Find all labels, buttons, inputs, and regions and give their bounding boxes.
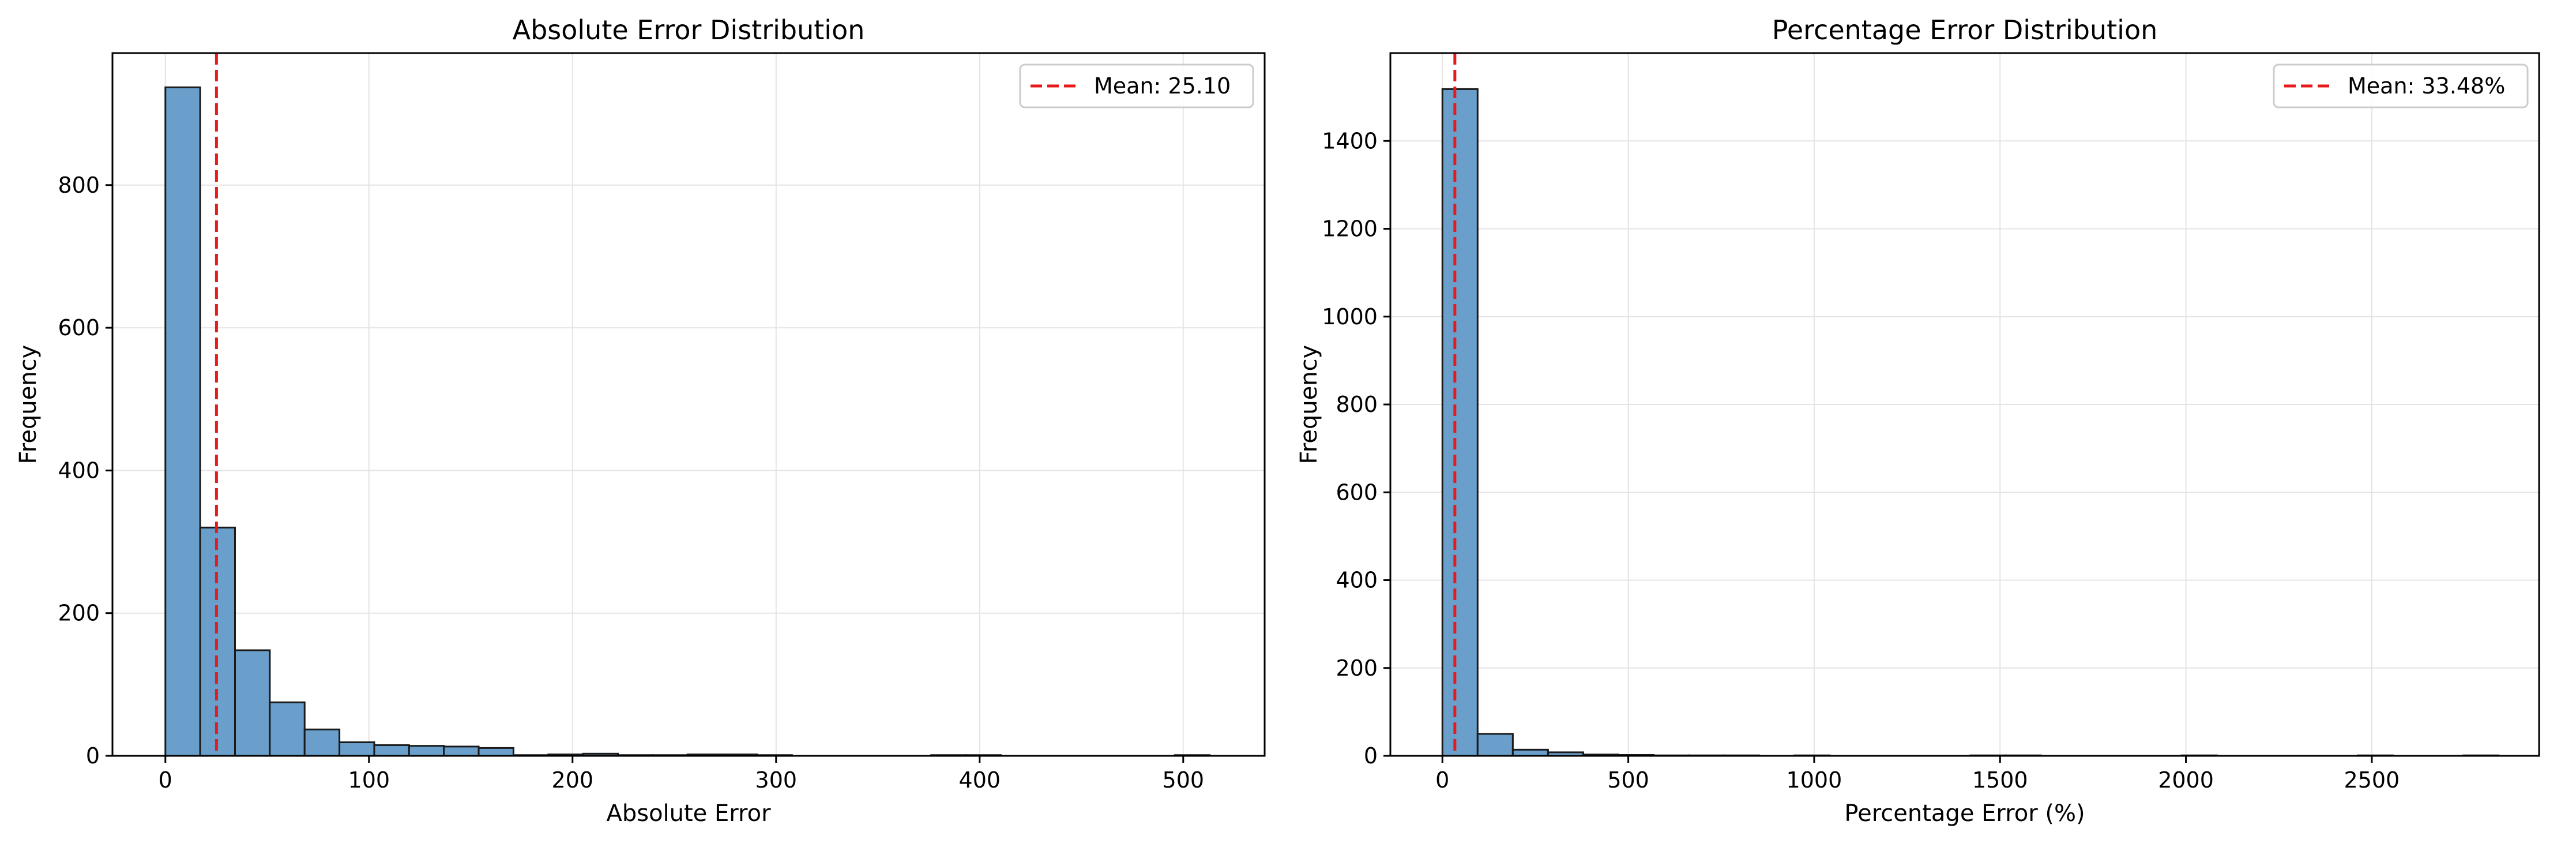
percentage-error-chart: 0 500 1000 1500 2000 2500 0 200 400 600 800 1000 120… <box>1296 14 2540 827</box>
y-tick-label: 1200 <box>1322 216 1378 242</box>
legend: Mean: 25.10 <box>1019 63 1254 108</box>
y-tick-label: 1400 <box>1322 128 1378 153</box>
histogram-bar <box>303 728 341 757</box>
histogram-bar <box>269 701 306 757</box>
x-tick-label: 1500 <box>1972 767 2028 793</box>
x-tick-label: 500 <box>1607 767 1649 793</box>
y-axis-label: Frequency <box>1296 345 1322 464</box>
x-tick-label: 1000 <box>1787 767 1842 793</box>
legend-box <box>1019 63 1254 108</box>
histogram-bar <box>339 741 375 757</box>
x-axis-label: Percentage Error (%) <box>1844 800 2085 827</box>
histogram-bar <box>1441 88 1479 757</box>
x-tick-label: 0 <box>159 767 172 793</box>
y-tick-label: 600 <box>1336 479 1378 505</box>
y-tick-label: 200 <box>58 601 100 626</box>
x-tick-label: 500 <box>1163 767 1205 793</box>
histogram-bar <box>164 86 201 757</box>
x-tick-label: 100 <box>348 767 390 793</box>
histogram-bar <box>443 745 480 757</box>
y-axis-label: Frequency <box>15 345 42 464</box>
x-tick-label: 0 <box>1435 767 1449 793</box>
axes-frame <box>111 52 1266 757</box>
absolute-error-chart: 0 100 200 300 400 500 0 200 400 600 800 Absolute E… <box>15 14 1266 827</box>
y-tick-label: 800 <box>1336 392 1378 417</box>
x-tick-label: 400 <box>959 767 1001 793</box>
plot-area: 0 500 1000 1500 2000 2500 0 200 400 600 800 1000 120… <box>1322 52 2540 793</box>
y-tick-label: 800 <box>58 173 100 198</box>
y-tick-label: 0 <box>86 743 100 769</box>
chart-title: Absolute Error Distribution <box>513 14 865 46</box>
y-tick-label: 400 <box>1336 568 1378 593</box>
x-axis-label: Absolute Error <box>606 800 771 827</box>
x-tick-label: 2500 <box>2344 767 2400 793</box>
histogram-bar <box>408 745 445 757</box>
chart-title: Percentage Error Distribution <box>1772 14 2158 46</box>
x-tick-label: 2000 <box>2158 767 2214 793</box>
y-tick-label: 0 <box>1364 743 1378 769</box>
x-tick-label: 200 <box>552 767 594 793</box>
y-tick-label: 400 <box>58 458 100 483</box>
histogram-bar <box>234 649 271 757</box>
legend-box <box>2273 63 2529 108</box>
histogram-bar <box>373 744 410 757</box>
legend-mean-label: Mean: 33.48% <box>2348 73 2505 99</box>
y-tick-label: 600 <box>58 315 100 340</box>
y-tick-label: 1000 <box>1322 304 1378 329</box>
legend-mean-label: Mean: 25.10 <box>1094 73 1231 99</box>
x-tick-label: 300 <box>755 767 798 793</box>
y-tick-label: 200 <box>1336 655 1378 681</box>
plot-area: 0 100 200 300 400 500 0 200 400 600 800 <box>58 52 1266 793</box>
histogram-bar <box>1511 748 1549 757</box>
histogram-bar <box>477 747 514 757</box>
legend: Mean: 33.48% <box>2273 63 2529 108</box>
histogram-bar <box>1476 733 1514 757</box>
